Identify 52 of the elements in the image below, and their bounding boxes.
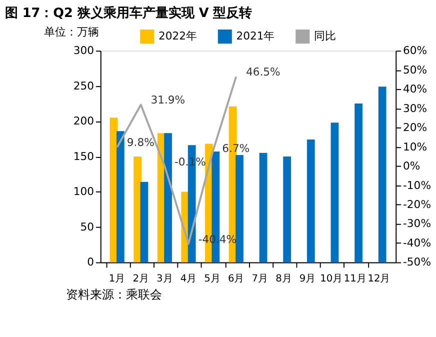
- y2-tick-label: 30%: [403, 102, 428, 115]
- data-label: -40.4%: [198, 232, 237, 246]
- chart-title: 图 17：Q2 狭义乘用车产量实现 V 型反转: [4, 5, 252, 22]
- y2-tick-label: 60%: [403, 44, 428, 58]
- bar: [330, 122, 339, 262]
- y2-tick-label: 50%: [403, 63, 428, 76]
- y2-tick-label: 40%: [403, 82, 428, 96]
- y2-tick-label: 20%: [403, 121, 428, 134]
- data-label: 9.8%: [126, 136, 154, 150]
- y2-tick-label: -50%: [403, 256, 431, 269]
- x-tick-label: 4月: [180, 273, 197, 284]
- bar: [354, 104, 362, 262]
- bar: [140, 182, 148, 262]
- y-tick-label: 250: [73, 79, 94, 92]
- y-tick-label: 50: [80, 220, 94, 234]
- bar: [259, 152, 268, 262]
- x-tick-label: 9月: [299, 273, 316, 284]
- x-tick-label: 1月: [108, 273, 126, 284]
- legend-label: 2021年: [236, 30, 275, 43]
- y2-tick-label: -20%: [403, 198, 431, 211]
- bar: [116, 131, 124, 262]
- y2-tick-label: -30%: [403, 217, 431, 230]
- y2-tick-label: 10%: [403, 140, 428, 154]
- x-tick-label: 2月: [132, 273, 149, 284]
- bar: [306, 140, 315, 262]
- legend-label: 2022年: [158, 30, 197, 43]
- x-tick-label: 10月: [320, 273, 343, 284]
- text: 资料来源：乘联会: [66, 288, 162, 302]
- bar: [134, 156, 142, 262]
- y-tick-label: 0: [87, 256, 94, 269]
- x-tick-label: 3月: [156, 273, 173, 284]
- y-axis-title: 单位：万辆: [44, 25, 99, 38]
- y2-tick-label: 0%: [403, 160, 420, 173]
- y2-tick-label: -40%: [403, 236, 431, 250]
- bar: [283, 156, 292, 262]
- y-tick-label: 200: [73, 114, 94, 128]
- y-tick-label: 150: [73, 150, 94, 163]
- bar: [164, 133, 172, 262]
- x-tick-label: 11月: [344, 273, 366, 284]
- x-tick-label: 6月: [228, 273, 244, 284]
- data-label: 46.5%: [246, 66, 280, 79]
- bar: [236, 155, 244, 262]
- x-tick-label: 12月: [368, 273, 390, 284]
- data-label: 31.9%: [150, 94, 186, 107]
- y-tick-label: 100: [73, 185, 94, 198]
- y-tick-label: 300: [73, 44, 94, 58]
- y2-tick-label: -10%: [403, 178, 431, 192]
- legend-label: 同比: [314, 30, 336, 43]
- x-tick-label: 5月: [204, 273, 220, 284]
- bar: [378, 86, 386, 262]
- x-tick-label: 8月: [276, 273, 292, 284]
- x-tick-label: 7月: [252, 273, 268, 284]
